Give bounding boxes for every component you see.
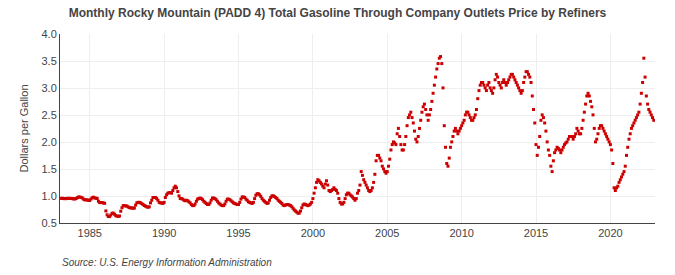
svg-text:1.0: 1.0 <box>42 190 57 202</box>
svg-text:2.0: 2.0 <box>42 136 57 148</box>
svg-text:1985: 1985 <box>78 227 102 239</box>
svg-text:2.5: 2.5 <box>42 109 57 121</box>
svg-text:2015: 2015 <box>524 227 548 239</box>
svg-text:2010: 2010 <box>449 227 473 239</box>
svg-text:1.5: 1.5 <box>42 163 57 175</box>
svg-text:Monthly Rocky Mountain (PADD 4: Monthly Rocky Mountain (PADD 4) Total Ga… <box>69 6 607 20</box>
svg-text:0.5: 0.5 <box>42 217 57 229</box>
svg-text:3.5: 3.5 <box>42 55 57 67</box>
svg-text:1995: 1995 <box>226 227 250 239</box>
svg-text:2020: 2020 <box>598 227 622 239</box>
svg-text:2000: 2000 <box>301 227 325 239</box>
svg-text:Dollars per Gallon: Dollars per Gallon <box>18 84 30 172</box>
svg-text:Source: U.S. Energy Informatio: Source: U.S. Energy Information Administ… <box>62 257 272 268</box>
svg-text:4.0: 4.0 <box>42 28 57 40</box>
svg-text:3.0: 3.0 <box>42 82 57 94</box>
svg-text:2005: 2005 <box>375 227 399 239</box>
svg-text:1990: 1990 <box>152 227 176 239</box>
